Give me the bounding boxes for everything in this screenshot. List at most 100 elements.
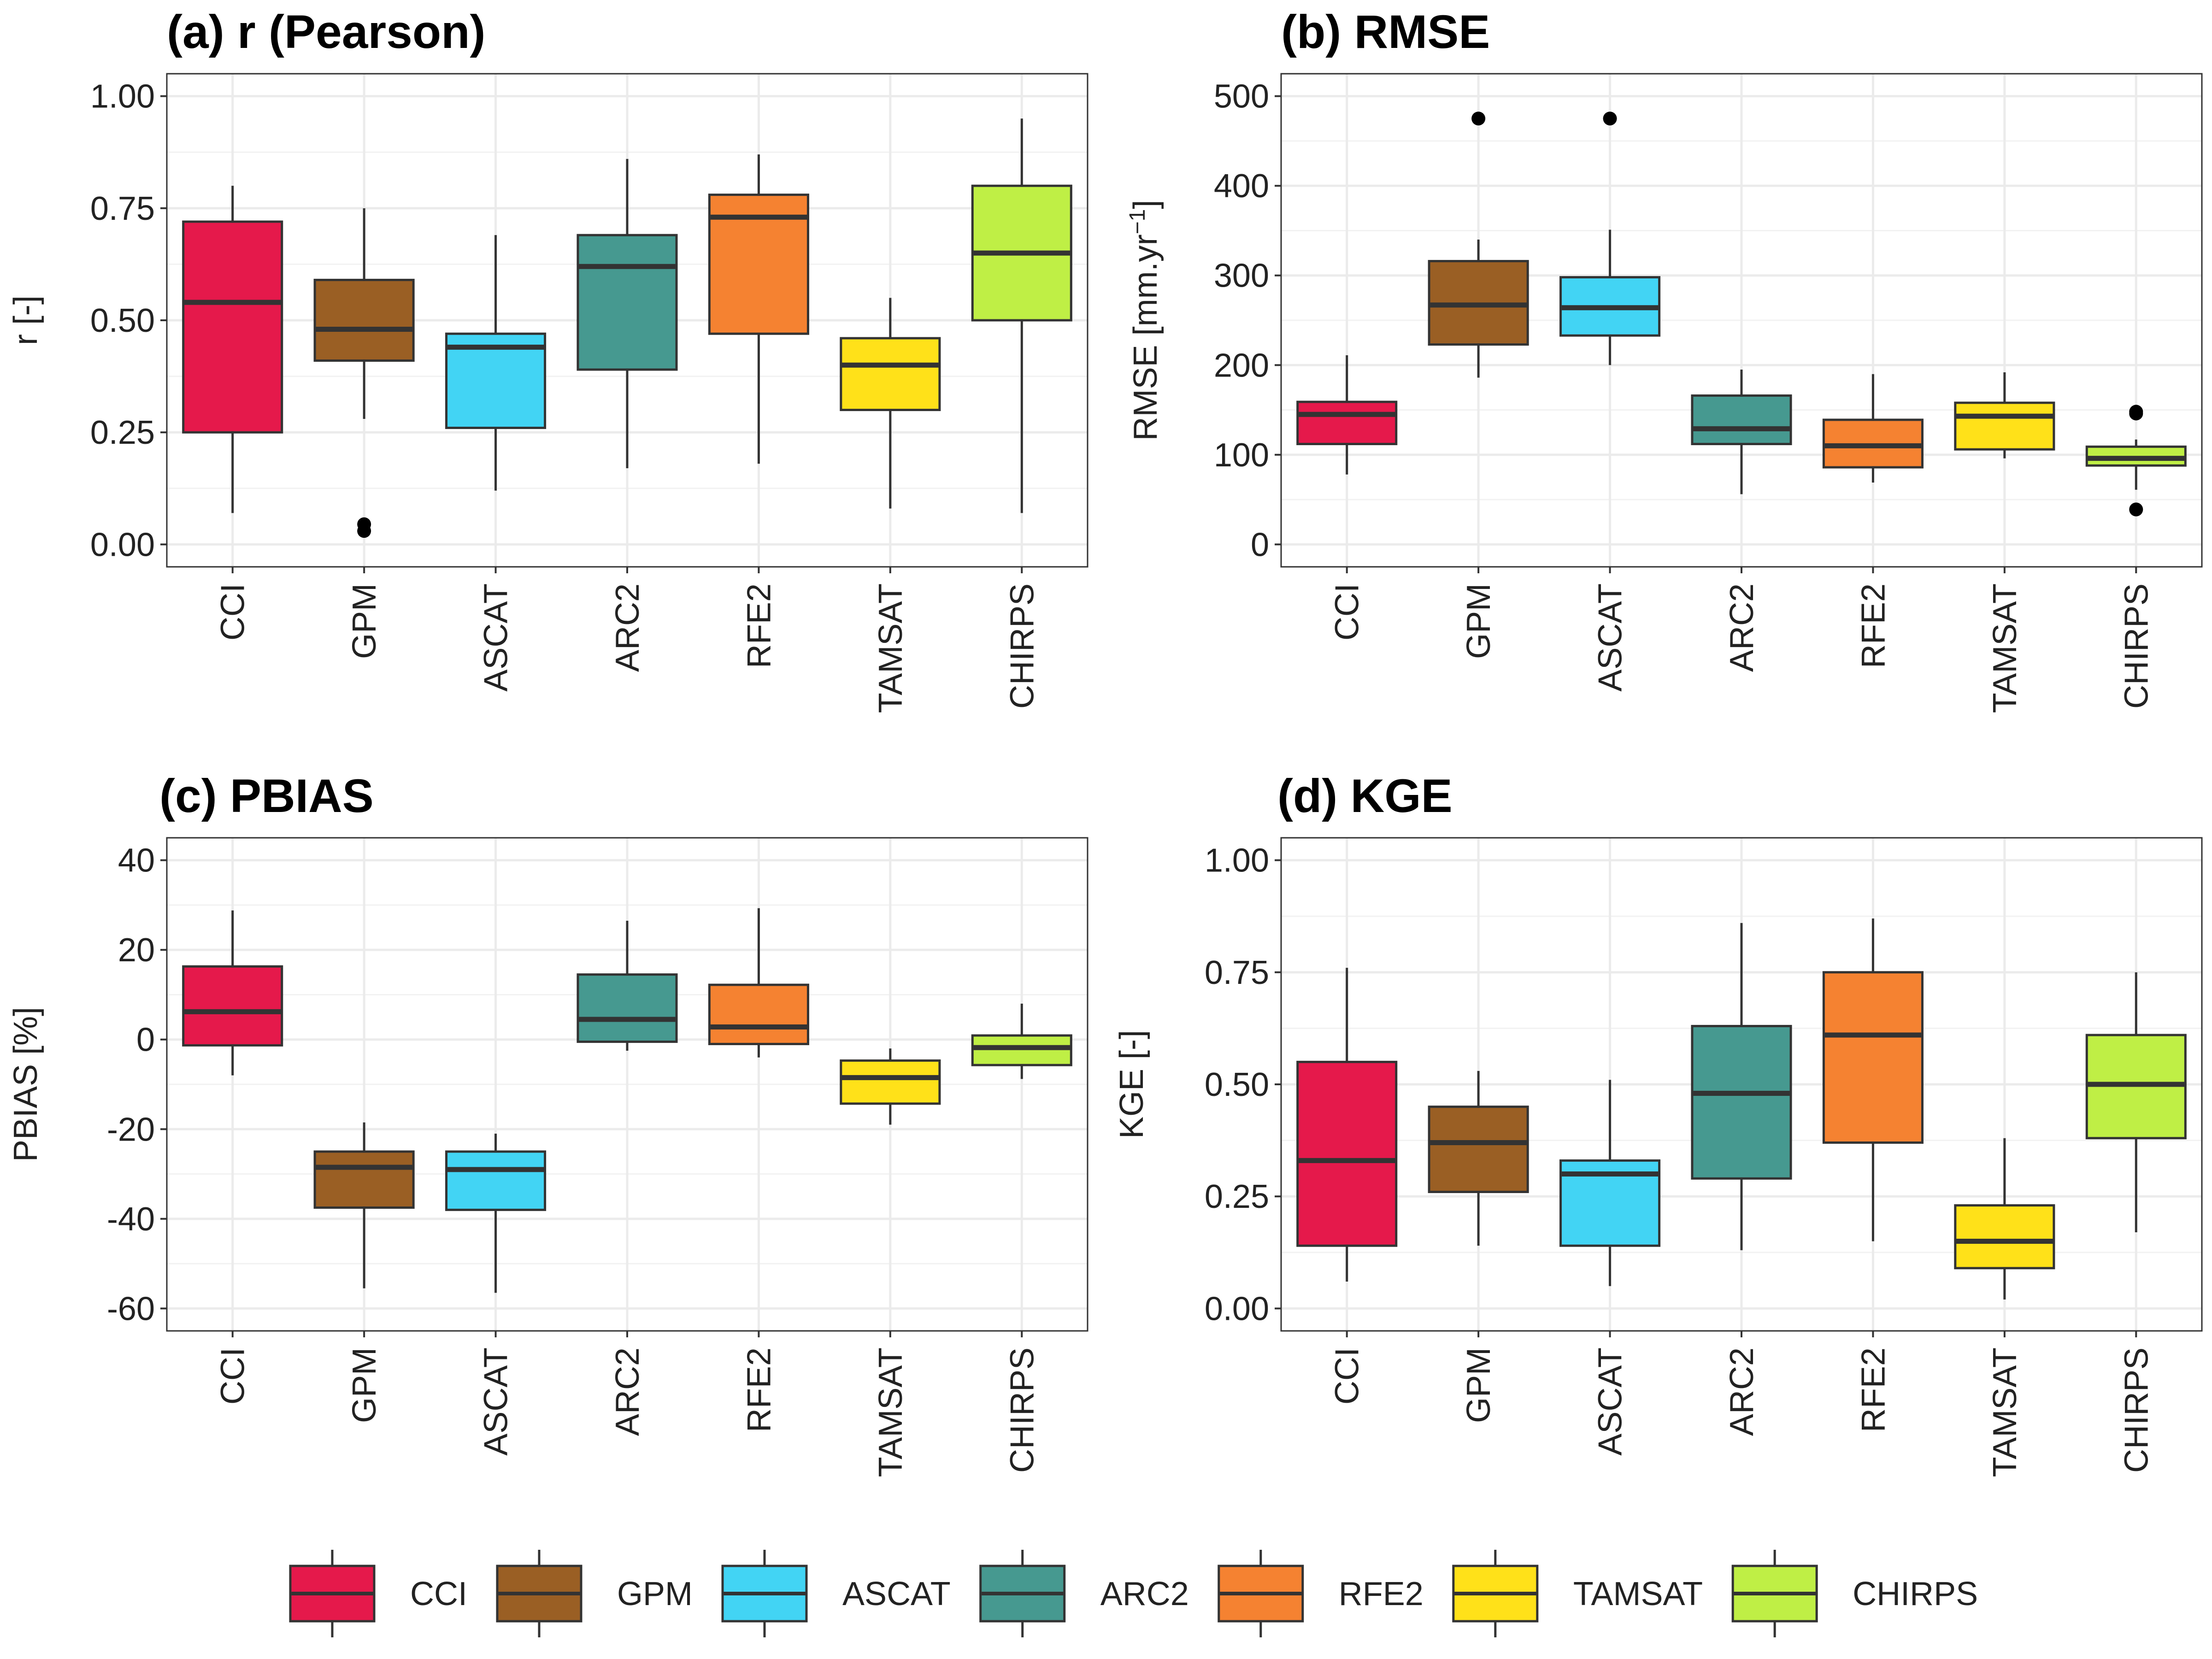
y-axis-label: r [-]: [7, 295, 44, 345]
box-rfe2: [708, 154, 809, 464]
legend-label: CHIRPS: [1853, 1576, 1978, 1612]
x-tick-label: ARC2: [1724, 1347, 1760, 1436]
y-tick-label: 0.25: [90, 414, 155, 451]
box-body: [445, 1150, 547, 1211]
y-tick-label: 300: [1214, 258, 1269, 294]
box-tamsat: [840, 1048, 941, 1125]
box-body: [577, 234, 678, 371]
box-body: [840, 1059, 941, 1105]
box-cci: [1296, 968, 1398, 1282]
x-tick-label: CHIRPS: [1004, 1347, 1041, 1473]
box-cci: [182, 186, 283, 513]
legend-item-chirps: CHIRPS: [1731, 1550, 1978, 1637]
x-tick-label: TAMSAT: [1987, 1347, 2024, 1477]
legend-label: GPM: [617, 1576, 693, 1612]
x-tick-label: CHIRPS: [2118, 583, 2155, 709]
legend-label: TAMSAT: [1573, 1576, 1703, 1612]
legend-item-arc2: ARC2: [979, 1550, 1189, 1637]
outlier-point: [1603, 112, 1617, 126]
y-axis-label: RMSE [mm.yr−1]: [1125, 200, 1164, 441]
box-chirps: [971, 1003, 1072, 1079]
y-tick-label: 0.00: [90, 526, 155, 563]
x-tick-label: RFE2: [1855, 1347, 1892, 1432]
box-rfe2: [708, 908, 809, 1058]
box-body: [1428, 1106, 1529, 1193]
y-axis-label-exponent: −1: [1125, 209, 1150, 235]
x-tick-label: ARC2: [1724, 583, 1760, 672]
legend-item-ascat: ASCAT: [721, 1550, 951, 1637]
x-tick-label: TAMSAT: [872, 1347, 909, 1477]
box-rfe2: [1822, 374, 1924, 483]
x-tick-label: GPM: [346, 583, 383, 659]
box-body: [1954, 401, 2055, 451]
y-tick-label: 0.75: [1205, 954, 1269, 991]
y-tick-label: 0: [136, 1022, 155, 1059]
box-chirps: [2085, 405, 2187, 517]
y-tick-label: -60: [107, 1290, 155, 1327]
box-gpm: [313, 208, 415, 538]
x-tick-label: GPM: [1460, 583, 1497, 659]
box-body: [1296, 400, 1398, 445]
box-body: [313, 278, 415, 362]
x-tick-label: CCI: [1329, 1347, 1366, 1405]
y-tick-label: 0.25: [1205, 1178, 1269, 1215]
x-tick-label: RFE2: [1855, 583, 1892, 668]
x-tick-label: ASCAT: [1592, 583, 1629, 692]
box-chirps: [971, 118, 1072, 513]
x-tick-label: TAMSAT: [872, 583, 909, 713]
box-arc2: [1691, 370, 1792, 494]
x-tick-label: TAMSAT: [1987, 583, 2024, 713]
box-arc2: [577, 920, 678, 1051]
box-ascat: [1559, 112, 1661, 365]
box-gpm: [1428, 1071, 1529, 1246]
box-body: [182, 220, 283, 434]
y-tick-label: 200: [1214, 347, 1269, 384]
y-tick-label: -20: [107, 1111, 155, 1148]
outlier-point: [2129, 405, 2143, 419]
legend-label: CCI: [410, 1576, 467, 1612]
panel-kge: (d) KGE KGE [-] 0.00 0.25 0.50 0.75 1.00 CCI G…: [1113, 770, 2203, 1477]
box-ascat: [1559, 1080, 1661, 1286]
y-tick-label: 40: [118, 842, 155, 879]
box-body: [182, 965, 283, 1047]
x-tick-label: RFE2: [741, 1347, 777, 1432]
box-chirps: [2085, 972, 2187, 1232]
box-body: [313, 1150, 415, 1209]
y-tick-label: -40: [107, 1201, 155, 1238]
x-tick-label: CHIRPS: [2118, 1347, 2155, 1473]
box-arc2: [1691, 923, 1792, 1250]
y-tick-label: 0.75: [90, 190, 155, 227]
box-body: [577, 973, 678, 1043]
legend-label: ASCAT: [842, 1576, 951, 1612]
x-tick-label: CHIRPS: [1004, 583, 1041, 709]
x-tick-label: ARC2: [609, 583, 646, 672]
y-tick-label: 500: [1214, 78, 1269, 115]
y-tick-label: 1.00: [1205, 842, 1269, 879]
legend-item-rfe2: RFE2: [1218, 1550, 1424, 1637]
box-body: [840, 337, 941, 412]
x-tick-label: ASCAT: [478, 1347, 515, 1456]
panel-title: (d) KGE: [1277, 770, 1453, 822]
x-tick-label: CCI: [215, 583, 252, 641]
box-body: [971, 1034, 1072, 1066]
box-arc2: [577, 159, 678, 468]
y-tick-label: 0.00: [1205, 1290, 1269, 1327]
x-tick-label: ASCAT: [1592, 1347, 1629, 1456]
panel-title: (a) r (Pearson): [167, 6, 486, 58]
x-tick-label: GPM: [1460, 1347, 1497, 1423]
x-tick-label: CCI: [215, 1347, 252, 1405]
outlier-point: [357, 517, 371, 531]
x-tick-label: ASCAT: [478, 583, 515, 692]
box-tamsat: [1954, 372, 2055, 459]
x-tick-label: ARC2: [609, 1347, 646, 1436]
y-tick-label: 0.50: [90, 302, 155, 339]
box-cci: [182, 910, 283, 1076]
box-ascat: [445, 1134, 547, 1293]
box-body: [708, 983, 809, 1045]
box-body: [1691, 394, 1792, 445]
outlier-point: [1471, 112, 1486, 126]
box-body: [1954, 1204, 2055, 1270]
y-axis-label: PBIAS [%]: [7, 1007, 44, 1162]
box-gpm: [1428, 112, 1529, 378]
